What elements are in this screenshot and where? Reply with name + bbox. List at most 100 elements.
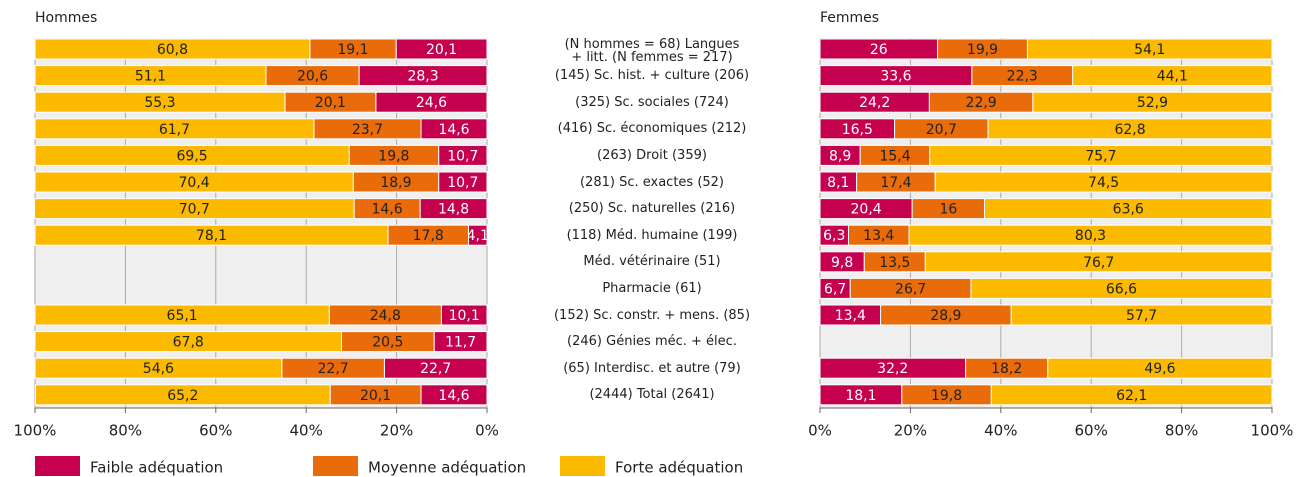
bar-segment — [1010, 304, 1273, 326]
bar-segment — [34, 198, 355, 220]
category-label: (152) Sc. constr. + mens. (85) — [553, 307, 751, 323]
value-label: 62,8 — [1114, 122, 1145, 138]
bar-segment — [34, 357, 283, 379]
x-tick-label: 0% — [475, 422, 499, 440]
legend-label: Faible adéquation — [90, 459, 223, 477]
bar-segment — [934, 171, 1273, 193]
value-label: 16,5 — [842, 122, 873, 138]
category-label: (65) Interdisc. et autre (79) — [563, 360, 741, 376]
value-label: 70,4 — [179, 175, 210, 191]
x-tick-label: 0% — [808, 422, 832, 440]
value-label: 28,9 — [930, 308, 961, 324]
x-tick-label: 60% — [1075, 422, 1108, 440]
value-label: 14,6 — [438, 122, 469, 138]
value-label: 22,3 — [1007, 69, 1038, 85]
value-label: 17,8 — [413, 228, 444, 244]
value-label: 13,4 — [863, 228, 894, 244]
bar-segment — [1026, 38, 1273, 60]
value-label: 74,5 — [1088, 175, 1119, 191]
x-tick-label: 60% — [199, 422, 232, 440]
value-label: 19,8 — [378, 148, 409, 164]
value-label: 52,9 — [1137, 95, 1168, 111]
value-label: 70,7 — [179, 202, 210, 218]
value-label: 22,7 — [318, 361, 349, 377]
bar-segment — [34, 384, 331, 406]
bar-segment — [970, 277, 1273, 299]
bar-segment — [908, 224, 1273, 246]
value-label: 20,1 — [360, 388, 391, 404]
value-label: 20,6 — [297, 69, 328, 85]
x-tick-label: 40% — [290, 422, 323, 440]
value-label: 57,7 — [1126, 308, 1157, 324]
value-label: 22,7 — [420, 361, 451, 377]
value-label: 65,2 — [167, 388, 198, 404]
x-tick-label: 20% — [380, 422, 413, 440]
value-label: 80,3 — [1075, 228, 1106, 244]
value-label: 24,2 — [859, 95, 890, 111]
value-label: 20,5 — [372, 335, 403, 351]
value-label: 54,1 — [1134, 42, 1165, 58]
legend-swatch — [313, 456, 358, 476]
value-label: 67,8 — [173, 335, 204, 351]
value-label: 63,6 — [1113, 202, 1144, 218]
value-label: 20,1 — [315, 95, 346, 111]
x-tick-label: 20% — [894, 422, 927, 440]
bar-segment — [34, 91, 286, 113]
value-label: 10,7 — [447, 148, 478, 164]
bar-segment — [990, 384, 1273, 406]
category-label: Méd. vétérinaire (51) — [583, 254, 721, 270]
value-label: 55,3 — [144, 95, 175, 111]
value-label: 19,9 — [967, 42, 998, 58]
value-label: 6,3 — [823, 228, 845, 244]
category-label: (325) Sc. sociales (724) — [575, 94, 729, 110]
x-tick-label: 40% — [984, 422, 1017, 440]
bar-segment — [34, 118, 315, 140]
value-label: 8,9 — [829, 148, 851, 164]
legend-swatch — [560, 456, 605, 476]
value-label: 20,4 — [851, 202, 882, 218]
bar-segment — [1072, 65, 1273, 87]
value-label: 24,8 — [370, 308, 401, 324]
value-label: 28,3 — [407, 69, 438, 85]
category-label: (263) Droit (359) — [597, 147, 707, 163]
x-tick-label: 80% — [109, 422, 142, 440]
bar-segment — [984, 198, 1273, 220]
category-label: (281) Sc. exactes (52) — [579, 174, 724, 190]
bar-segment — [34, 144, 350, 166]
category-label: (2444) Total (2641) — [589, 387, 715, 403]
value-label: 54,6 — [143, 361, 174, 377]
x-tick-label: 80% — [1165, 422, 1198, 440]
bar-segment — [929, 144, 1273, 166]
value-label: 19,8 — [931, 388, 962, 404]
bar-segment — [34, 65, 267, 87]
value-label: 23,7 — [352, 122, 383, 138]
category-label: (250) Sc. naturelles (216) — [568, 201, 736, 217]
bar-segment — [34, 38, 311, 60]
value-label: 61,7 — [159, 122, 190, 138]
value-label: 78,1 — [196, 228, 227, 244]
value-label: 13,4 — [835, 308, 866, 324]
value-label: 4,1 — [467, 228, 489, 244]
x-tick-label: 100% — [14, 422, 57, 440]
x-tick-label: 100% — [1251, 422, 1294, 440]
value-label: 69,5 — [176, 148, 207, 164]
value-label: 66,6 — [1106, 281, 1137, 297]
value-label: 14,6 — [438, 388, 469, 404]
value-label: 51,1 — [135, 69, 166, 85]
category-label: (246) Génies méc. + élec. — [567, 334, 737, 350]
bar-segment — [987, 118, 1273, 140]
value-label: 49,6 — [1144, 361, 1175, 377]
value-label: 20,1 — [426, 42, 457, 58]
legend-label: Moyenne adéquation — [368, 459, 526, 477]
panel-title: Femmes — [820, 10, 879, 26]
value-label: 6,7 — [824, 281, 846, 297]
value-label: 24,6 — [416, 95, 447, 111]
value-label: 26 — [870, 42, 888, 58]
value-label: 8,1 — [827, 175, 849, 191]
value-label: 18,2 — [991, 361, 1022, 377]
value-label: 18,9 — [380, 175, 411, 191]
bar-segment — [34, 304, 330, 326]
value-label: 14,6 — [372, 202, 403, 218]
